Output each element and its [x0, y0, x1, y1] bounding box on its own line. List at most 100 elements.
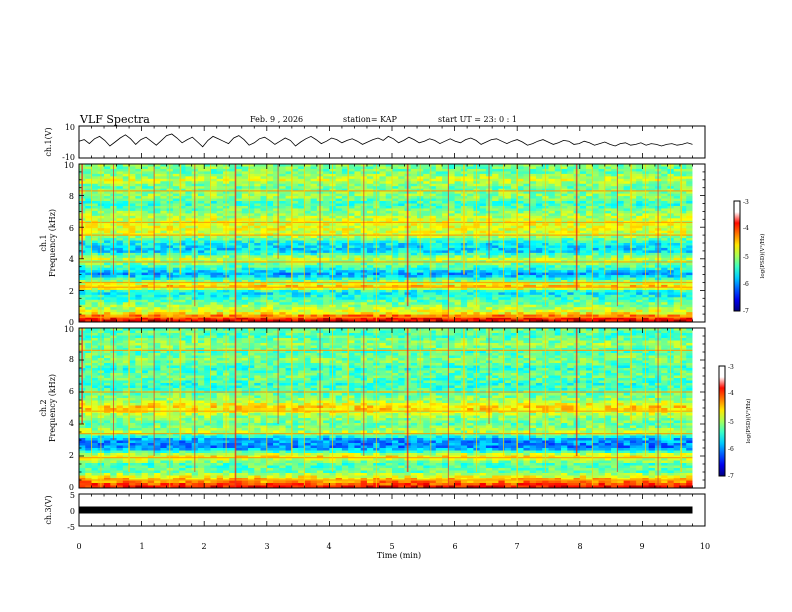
spectrogram-cell — [679, 191, 687, 195]
spectrogram-cell — [160, 215, 168, 219]
spectrogram-cell — [135, 287, 142, 291]
spectrogram-cell — [429, 218, 437, 222]
spectrogram-cell — [423, 164, 430, 167]
spectrogram-cell — [291, 198, 299, 202]
spectrogram-cell — [323, 176, 330, 180]
spectrogram-cell — [417, 284, 424, 288]
spectrogram-cell — [85, 252, 92, 256]
spectrogram-cell — [279, 275, 286, 278]
spectrogram-cell — [648, 208, 656, 212]
spectrogram-cell — [679, 284, 687, 288]
spectrogram-cell — [204, 173, 211, 177]
spectrogram-cell — [91, 176, 99, 180]
spectrogram-cell — [179, 193, 186, 197]
spectrogram-cell — [592, 284, 599, 288]
spectrogram-cell — [366, 218, 374, 222]
spectrogram-cell — [135, 245, 142, 249]
spectrogram-cell — [611, 208, 618, 212]
spectrogram-cell — [122, 238, 130, 241]
spectrogram-cell — [592, 181, 599, 185]
spectrogram-cell — [85, 166, 92, 170]
spectrogram-cell — [197, 183, 205, 187]
spectrogram-cell — [341, 272, 349, 276]
spectrogram-cell — [197, 210, 205, 214]
spectrogram-cell — [636, 225, 643, 229]
spectrogram-cell — [216, 183, 224, 187]
spectrogram-cell — [604, 193, 612, 197]
spectrogram-cell — [304, 277, 312, 281]
spectrogram-cell — [260, 252, 268, 256]
spectrogram-cell — [254, 247, 261, 251]
spectrogram-cell — [661, 282, 668, 286]
spectrogram-cell — [661, 225, 668, 229]
spectrogram-cell — [467, 183, 474, 187]
spectrogram-cell — [529, 205, 537, 209]
spectrogram-cell — [535, 275, 543, 278]
spectrogram-cell — [279, 173, 286, 177]
spectrogram-cell — [285, 205, 293, 209]
spectrogram-cell — [160, 176, 168, 180]
spectrogram-cell — [648, 166, 656, 170]
spectrogram-cell — [248, 205, 255, 209]
spectrogram-cell — [498, 267, 506, 271]
spectrogram-cell — [210, 201, 218, 204]
spectrogram-cell — [454, 196, 462, 199]
spectrogram-cell — [517, 272, 524, 276]
spectrogram-cell — [392, 225, 399, 229]
spectrogram-cell — [673, 196, 681, 199]
spectrogram-cell — [291, 215, 299, 219]
spectrogram-cell — [586, 265, 593, 269]
spectrogram-cell — [648, 218, 656, 222]
spectrogram-cell — [141, 168, 149, 172]
spectrogram-cell — [248, 255, 255, 259]
spectrogram-cell — [554, 282, 562, 286]
spectrogram-cell — [235, 235, 243, 239]
spectrogram-cell — [348, 205, 355, 209]
spectrogram-cell — [554, 247, 562, 251]
spectrogram-cell — [147, 186, 155, 190]
spectrogram-cell — [285, 225, 293, 229]
spectrogram-cell — [385, 252, 393, 256]
spectrogram-cell — [435, 257, 443, 261]
spectrogram-cell — [629, 247, 637, 251]
spectrogram-cell — [429, 280, 437, 283]
spectrogram-cell — [285, 191, 293, 195]
spectrogram-cell — [592, 183, 599, 187]
spectrogram-cell — [204, 166, 211, 170]
spectrogram-cell — [204, 178, 211, 182]
spectrogram-cell — [629, 272, 637, 276]
spectrogram-cell — [216, 262, 224, 266]
spectrogram-cell — [254, 176, 261, 180]
spectrogram-cell — [479, 181, 487, 185]
spectrogram-cell — [410, 267, 418, 271]
spectrogram-cell — [554, 193, 562, 197]
spectrogram-cell — [185, 210, 193, 214]
spectrogram-cell — [91, 178, 99, 182]
spectrogram-cell — [310, 282, 318, 286]
spectrogram-cell — [341, 183, 349, 187]
spectrogram-cell — [135, 181, 142, 185]
spectrogram-cell — [248, 240, 255, 244]
spectrogram-cell — [586, 247, 593, 251]
spectrogram-cell — [392, 205, 399, 209]
spectrogram-cell — [661, 270, 668, 274]
spectrogram-cell — [636, 262, 643, 266]
spectrogram-cell — [335, 191, 343, 195]
spectrogram-cell — [154, 238, 161, 241]
spectrogram-cell — [147, 262, 155, 266]
spectrogram-cell — [210, 164, 218, 167]
spectrogram-cell — [116, 257, 124, 261]
spectrogram-cell — [354, 284, 362, 288]
spectrogram-cell — [104, 188, 111, 192]
spectrogram-cell — [410, 238, 418, 241]
spectrogram-cell — [629, 255, 637, 259]
spectrogram-cell — [379, 181, 387, 185]
spectrogram-cell — [172, 178, 180, 182]
spectrogram-cell — [392, 243, 399, 246]
spectrogram-cell — [586, 210, 593, 214]
spectrogram-cell — [392, 228, 399, 232]
spectrogram-cell — [304, 196, 312, 199]
spectrogram-cell — [116, 210, 124, 214]
spectrogram-cell — [579, 191, 587, 195]
spectrogram-cell — [529, 183, 537, 187]
